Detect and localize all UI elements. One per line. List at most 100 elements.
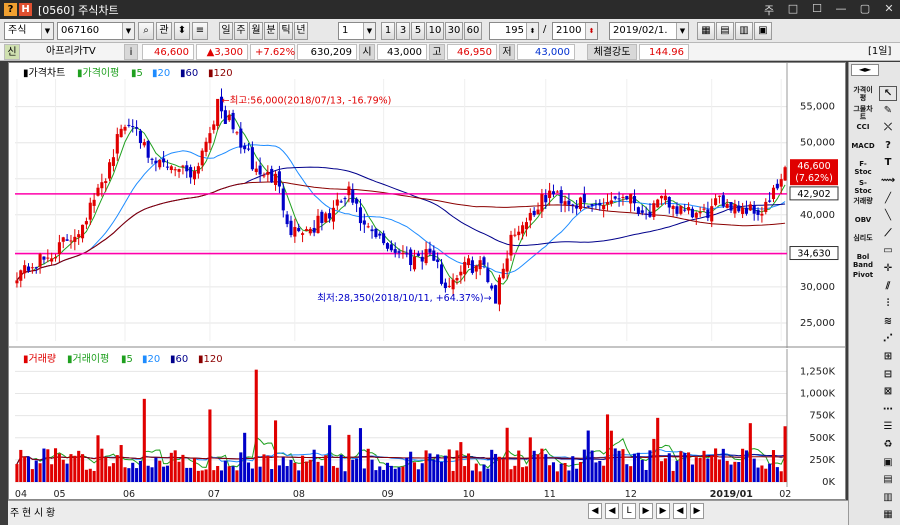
indicator-6[interactable]: 거래량 — [853, 197, 873, 205]
drawing-tool-icon[interactable]: ▣ — [883, 456, 893, 468]
candle-body — [19, 270, 23, 281]
drawing-tool-icon[interactable]: ☰ — [883, 421, 893, 433]
indicator-8[interactable]: 심리도 — [853, 234, 873, 242]
indicator-10[interactable]: Pivot — [852, 271, 874, 279]
count-input[interactable]: 195 ⬍ — [489, 22, 539, 40]
nav-button[interactable]: ◀ — [673, 503, 687, 519]
search-button[interactable]: ⌕ — [138, 22, 154, 40]
grid-button[interactable]: ▥ — [735, 22, 753, 40]
drawing-tool-icon[interactable]: ⤬ — [884, 122, 892, 134]
chart-area[interactable]: 55,00050,00045,00040,00035,00030,00025,0… — [8, 62, 846, 500]
drawing-tool-icon[interactable]: ⫶ — [886, 298, 890, 310]
volume-bar — [250, 468, 254, 482]
layout-button[interactable]: ▣ — [754, 22, 772, 40]
indicator-4[interactable]: F-Stoc — [854, 160, 872, 176]
drawing-tool-icon[interactable]: ↖ — [879, 86, 897, 101]
drawing-tool-icon[interactable]: ▥ — [883, 491, 893, 503]
drawing-tool-icon[interactable]: ╲ — [884, 210, 892, 222]
interval-10-button[interactable]: 10 — [426, 22, 444, 40]
tab-status[interactable]: 황 — [46, 508, 56, 519]
indicator-1[interactable]: 그물차트 — [853, 104, 873, 121]
nav-button[interactable]: ◀ — [605, 503, 619, 519]
indicator-9[interactable]: Bol Band — [852, 252, 874, 269]
nav-button[interactable]: ▶ — [639, 503, 653, 519]
help-icon[interactable]: ? — [4, 3, 17, 16]
list-button[interactable]: ≡ — [192, 22, 208, 40]
volume-bar — [185, 467, 189, 482]
nav-button[interactable]: L — [622, 503, 636, 519]
drawing-tool-icon[interactable]: ? — [885, 139, 891, 151]
volume-bar — [694, 457, 698, 482]
drawing-tool-icon[interactable]: ✎ — [883, 104, 893, 116]
nav-button[interactable]: ▶ — [656, 503, 670, 519]
volume-bar — [38, 463, 42, 482]
volume-bar — [536, 454, 540, 482]
indicator-2[interactable]: CCI — [856, 123, 870, 131]
price-chart[interactable]: 55,00050,00045,00040,00035,00030,00025,0… — [9, 63, 845, 348]
market-select[interactable]: 주식 ▼ — [4, 22, 54, 40]
volume-bar — [725, 460, 729, 482]
info-button[interactable]: i — [124, 44, 138, 60]
candle-body — [671, 205, 675, 209]
link-button[interactable]: □ — [787, 2, 799, 15]
nav-button[interactable]: ◀ — [588, 503, 602, 519]
tab-current[interactable]: 현 — [22, 508, 32, 519]
drawing-tool-icon[interactable]: ⋯ — [883, 403, 893, 415]
interval-30-button[interactable]: 30 — [445, 22, 463, 40]
interval-select[interactable]: 1 ▼ — [338, 22, 376, 40]
stepper-button[interactable]: ⬍ — [174, 22, 190, 40]
volume-bar — [42, 448, 46, 482]
drawing-tool-icon[interactable]: ⊠ — [883, 386, 893, 398]
pin-button[interactable]: 주 — [763, 4, 775, 17]
drawing-tool-icon[interactable]: ⟋ — [884, 227, 892, 239]
code-input[interactable]: 067160 ▼ — [57, 22, 135, 40]
drawing-tool-icon[interactable]: ╱ — [884, 192, 892, 204]
close-button[interactable]: ✕ — [884, 2, 894, 15]
candle-body — [393, 249, 397, 253]
drawing-tool-icon[interactable]: ⫽ — [885, 280, 891, 292]
candle-body — [277, 171, 281, 187]
drawing-tool-icon[interactable]: ⋰ — [883, 333, 893, 345]
indicator-3[interactable]: MACD — [851, 141, 875, 150]
sidebar-toggle[interactable]: ◄► — [851, 64, 879, 76]
indicator-5[interactable]: S-Stoc — [854, 178, 872, 195]
drawing-tool-icon[interactable]: ▤ — [883, 474, 893, 486]
maximize-button[interactable]: ▢ — [859, 2, 871, 15]
period-tick-button[interactable]: 틱 — [279, 22, 293, 40]
drawing-tool-icon[interactable]: ⊟ — [883, 368, 893, 380]
drawing-tool-icon[interactable]: ≋ — [883, 315, 893, 327]
drawing-tool-icon[interactable]: ⟿ — [880, 175, 896, 186]
tab-market[interactable]: 시 — [34, 508, 44, 519]
interval-60-button[interactable]: 60 — [464, 22, 482, 40]
interval-3-button[interactable]: 3 — [396, 22, 410, 40]
period-minute-button[interactable]: 분 — [264, 22, 278, 40]
period-week-button[interactable]: 주 — [234, 22, 248, 40]
interval-5-button[interactable]: 5 — [411, 22, 425, 40]
nav-button[interactable]: ▶ — [690, 503, 704, 519]
period-year-button[interactable]: 년 — [294, 22, 308, 40]
drawing-tool-icon[interactable]: ♻ — [883, 439, 893, 450]
indicator-0[interactable]: 가격이평 — [853, 86, 873, 102]
copy-button[interactable]: ☐ — [812, 2, 822, 15]
date-input[interactable]: 2019/02/1․ ▼ — [609, 22, 689, 40]
drawing-tool-icon[interactable]: ▭ — [883, 245, 893, 257]
interval-1-button[interactable]: 1 — [381, 22, 395, 40]
drawing-tool-icon[interactable]: T — [884, 157, 892, 169]
volume-chart[interactable]: 1,250K 1,000K 750K 500K 250K 0K ▮거래량 ▮거래이평 ▮5 ▮20… — [9, 349, 845, 487]
drawing-tool-icon[interactable]: ⊞ — [883, 351, 893, 362]
candle-body — [131, 126, 135, 128]
volume-bar — [463, 466, 467, 482]
table-button[interactable]: ▤ — [716, 22, 734, 40]
tab-week[interactable]: 주 — [10, 508, 20, 519]
period-day-button[interactable]: 일 — [219, 22, 233, 40]
total-input[interactable]: 2100 ⬍ — [552, 22, 598, 40]
candle-body — [385, 243, 390, 249]
print-button[interactable]: ▦ — [697, 22, 715, 40]
related-button[interactable]: 관 — [156, 22, 172, 40]
indicator-7[interactable]: OBV — [854, 215, 872, 224]
drawing-tool-icon[interactable]: ✛ — [883, 263, 893, 274]
period-month-button[interactable]: 월 — [249, 22, 263, 40]
drawing-tool-icon[interactable]: ▦ — [883, 509, 893, 521]
minimize-button[interactable]: — — [835, 2, 847, 15]
candle-body — [509, 234, 513, 256]
